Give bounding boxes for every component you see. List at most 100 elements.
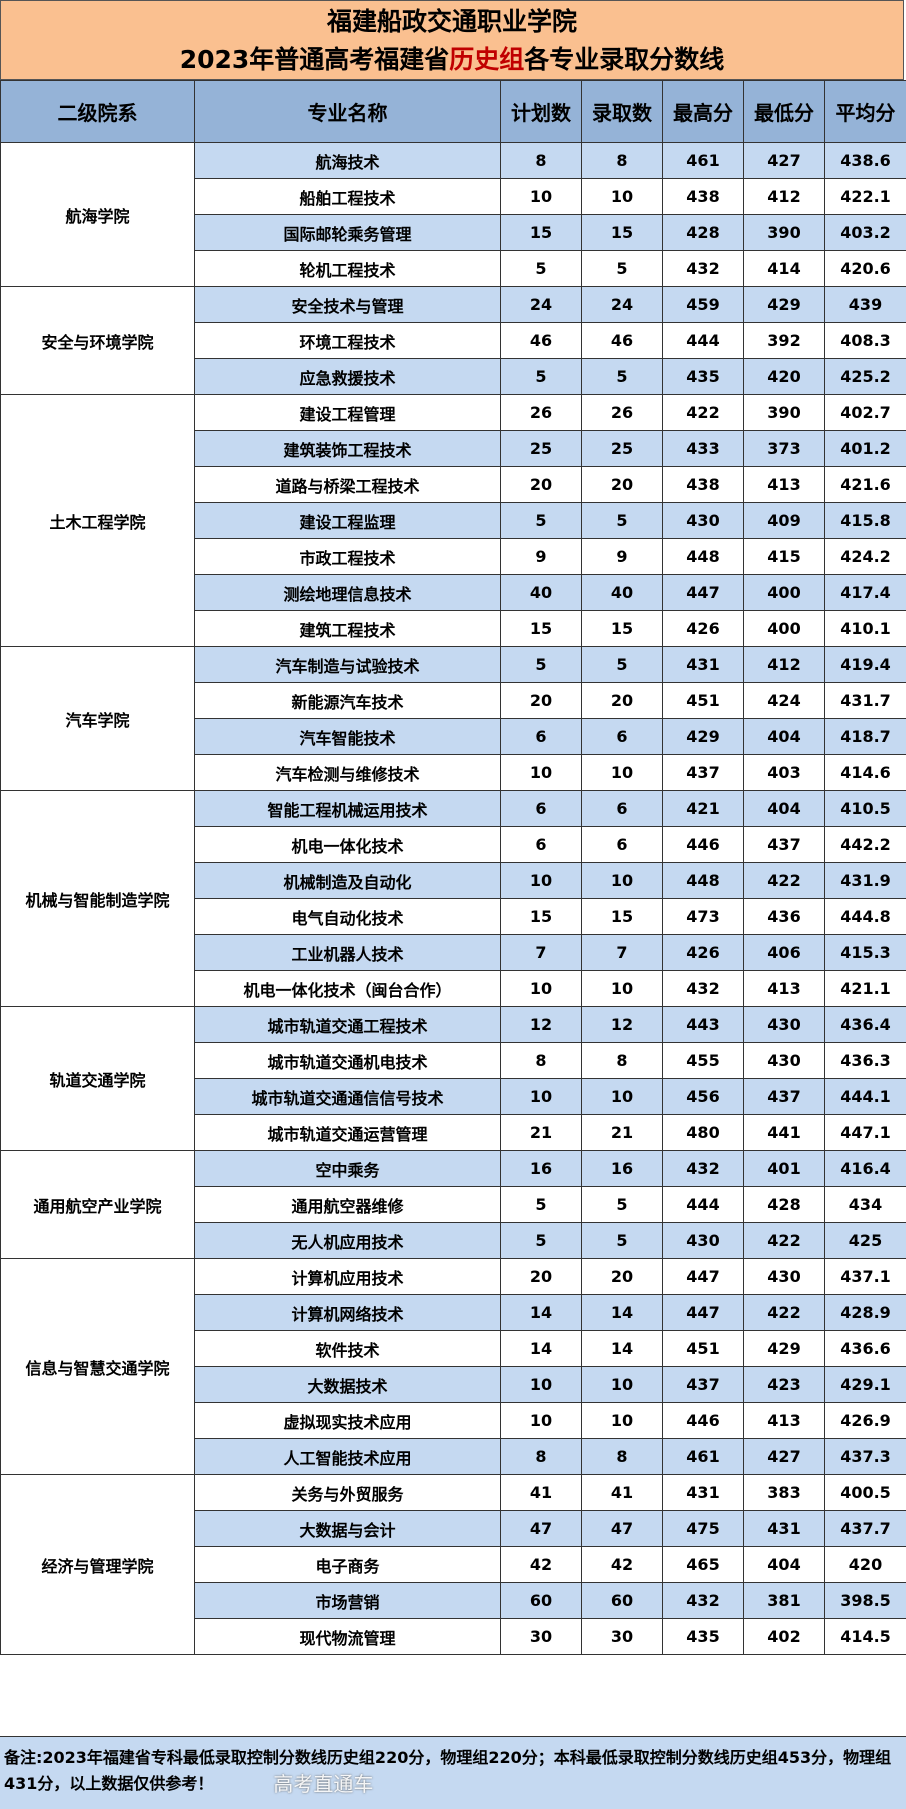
- avg-score-cell: 447.1: [824, 1114, 906, 1151]
- table-row: 经济与管理学院 关务与外贸服务 41 41 431 383 400.5: [0, 1474, 906, 1655]
- max-score-cell: 432: [662, 250, 744, 287]
- avg-score-cell: 414.6: [824, 754, 906, 791]
- major-name-cell: 软件技术: [194, 1330, 501, 1367]
- college-cell: 轨道交通学院: [0, 1006, 195, 1151]
- plan-count-cell: 10: [500, 862, 582, 899]
- min-score-cell: 412: [743, 178, 825, 215]
- plan-count-cell: 6: [500, 718, 582, 755]
- major-name-cell: 建设工程管理: [194, 394, 501, 431]
- min-score-cell: 392: [743, 322, 825, 359]
- admit-count-cell: 6: [581, 826, 663, 863]
- major-name-cell: 空中乘务: [194, 1150, 501, 1187]
- admit-count-cell: 6: [581, 718, 663, 755]
- max-score-cell: 447: [662, 1294, 744, 1331]
- plan-count-cell: 24: [500, 286, 582, 323]
- avg-score-cell: 420.6: [824, 250, 906, 287]
- table-row: 国际邮轮乘务管理 15 15 428 390 403.2: [1, 214, 906, 251]
- major-name-cell: 建筑装饰工程技术: [194, 430, 501, 467]
- table-row: 机电一体化技术 6 6 446 437 442.2: [1, 826, 906, 863]
- min-score-cell: 413: [743, 970, 825, 1007]
- avg-score-cell: 403.2: [824, 214, 906, 251]
- min-score-cell: 437: [743, 826, 825, 863]
- max-score-cell: 473: [662, 898, 744, 935]
- admit-count-cell: 5: [581, 1186, 663, 1223]
- major-name-cell: 轮机工程技术: [194, 250, 501, 287]
- max-score-cell: 438: [662, 178, 744, 215]
- min-score-cell: 430: [743, 1042, 825, 1079]
- avg-score-cell: 426.9: [824, 1402, 906, 1439]
- plan-count-cell: 47: [500, 1510, 582, 1547]
- column-header: 录取数: [581, 80, 663, 143]
- admit-count-cell: 46: [581, 322, 663, 359]
- admit-count-cell: 5: [581, 646, 663, 683]
- major-name-cell: 道路与桥梁工程技术: [194, 466, 501, 503]
- min-score-cell: 413: [743, 1402, 825, 1439]
- min-score-cell: 402: [743, 1618, 825, 1655]
- avg-score-cell: 424.2: [824, 538, 906, 575]
- max-score-cell: 451: [662, 682, 744, 719]
- table-row: 城市轨道交通通信信号技术 10 10 456 437 444.1: [1, 1078, 906, 1115]
- score-table: 二级院系 专业名称 计划数 录取数 最高分 最低分 平均分 航海学院 航海技术 8 8 461 427…: [0, 80, 906, 1655]
- college-cell: 机械与智能制造学院: [0, 790, 195, 1007]
- max-score-cell: 446: [662, 826, 744, 863]
- title-line2: 2023年普通高考福建省历史组各专业录取分数线: [1, 41, 903, 79]
- college-cell: 信息与智慧交通学院: [0, 1258, 195, 1475]
- max-score-cell: 448: [662, 862, 744, 899]
- table-row: 通用航空产业学院 空中乘务 16 16 432 401 416.4: [0, 1150, 906, 1259]
- title-highlight: 历史组: [449, 45, 525, 74]
- plan-count-cell: 10: [500, 1366, 582, 1403]
- admit-count-cell: 60: [581, 1582, 663, 1619]
- avg-score-cell: 398.5: [824, 1582, 906, 1619]
- plan-count-cell: 5: [500, 646, 582, 683]
- max-score-cell: 430: [662, 502, 744, 539]
- plan-count-cell: 8: [500, 1438, 582, 1475]
- avg-score-cell: 410.1: [824, 610, 906, 647]
- min-score-cell: 400: [743, 574, 825, 611]
- avg-score-cell: 410.5: [824, 790, 906, 827]
- major-name-cell: 汽车智能技术: [194, 718, 501, 755]
- admit-count-cell: 42: [581, 1546, 663, 1583]
- avg-score-cell: 442.2: [824, 826, 906, 863]
- major-name-cell: 计算机网络技术: [194, 1294, 501, 1331]
- title-line1: 福建船政交通职业学院: [326, 7, 577, 36]
- page-title: 福建船政交通职业学院 2023年普通高考福建省历史组各专业录取分数线: [0, 0, 904, 80]
- min-score-cell: 430: [743, 1258, 825, 1295]
- plan-count-cell: 8: [500, 142, 582, 179]
- plan-count-cell: 5: [500, 358, 582, 395]
- plan-count-cell: 10: [500, 1078, 582, 1115]
- plan-count-cell: 26: [500, 394, 582, 431]
- max-score-cell: 443: [662, 1006, 744, 1043]
- min-score-cell: 437: [743, 1078, 825, 1115]
- admit-count-cell: 5: [581, 250, 663, 287]
- table-row: 软件技术 14 14 451 429 436.6: [1, 1330, 906, 1367]
- admit-count-cell: 6: [581, 790, 663, 827]
- min-score-cell: 429: [743, 1330, 825, 1367]
- max-score-cell: 433: [662, 430, 744, 467]
- major-name-cell: 建设工程监理: [194, 502, 501, 539]
- avg-score-cell: 416.4: [824, 1150, 906, 1187]
- min-score-cell: 429: [743, 286, 825, 323]
- min-score-cell: 381: [743, 1582, 825, 1619]
- avg-score-cell: 425: [824, 1222, 906, 1259]
- min-score-cell: 427: [743, 1438, 825, 1475]
- admit-count-cell: 10: [581, 862, 663, 899]
- max-score-cell: 430: [662, 1222, 744, 1259]
- table-row: 信息与智慧交通学院 计算机应用技术 20 20 447 430 437.1: [0, 1258, 906, 1475]
- admit-count-cell: 14: [581, 1294, 663, 1331]
- major-name-cell: 现代物流管理: [194, 1618, 501, 1655]
- table-row: 建筑装饰工程技术 25 25 433 373 401.2: [1, 430, 906, 467]
- max-score-cell: 432: [662, 1582, 744, 1619]
- max-score-cell: 429: [662, 718, 744, 755]
- max-score-cell: 455: [662, 1042, 744, 1079]
- plan-count-cell: 7: [500, 934, 582, 971]
- admit-count-cell: 10: [581, 970, 663, 1007]
- min-score-cell: 390: [743, 394, 825, 431]
- college-cell: 通用航空产业学院: [0, 1150, 195, 1259]
- min-score-cell: 424: [743, 682, 825, 719]
- avg-score-cell: 436.3: [824, 1042, 906, 1079]
- max-score-cell: 431: [662, 1474, 744, 1511]
- major-name-cell: 国际邮轮乘务管理: [194, 214, 501, 251]
- plan-count-cell: 20: [500, 466, 582, 503]
- admit-count-cell: 8: [581, 1042, 663, 1079]
- max-score-cell: 451: [662, 1330, 744, 1367]
